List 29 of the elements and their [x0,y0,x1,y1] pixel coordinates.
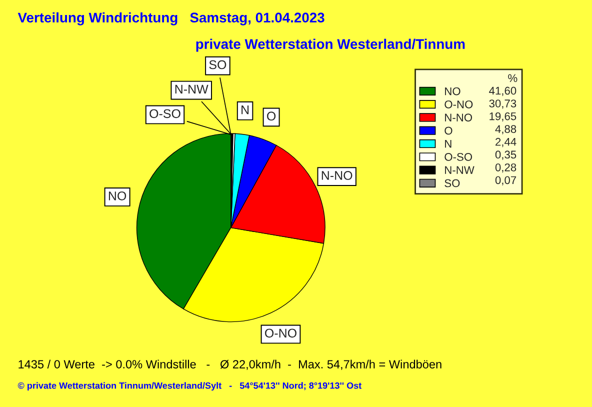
text: 1435 / 0 Werte -> 0.0% Windstille - Ø 22,0km/h - Max. 54,7km/h = Windböen [18,360,442,370]
data-label: 2,44 [496,138,516,148]
data-label: 41,60 [489,86,516,96]
legend-label: O-SO [444,153,472,161]
slice-label: N-NW [175,84,208,94]
text: © private Wetterstation Tinnum/Westerland/Sylt - 54°54'13'' Nord; 8°19'13'' Ost [18,382,362,391]
chart-title: Verteilung Windrichtung Samstag, 01.04.2023 [18,12,324,26]
data-label: 30,73 [489,100,516,109]
legend-label: SO [444,179,460,188]
slice-label: N [242,106,249,114]
chart-subtitle: private Wetterstation Westerland/Tinnum [196,38,465,52]
slice-label: O-SO [150,109,180,118]
legend-label: NO [445,87,460,96]
data-label: 19,65 [490,112,516,122]
legend-label: O-NO [444,100,473,108]
legend-label: O [444,126,452,135]
slice-label: O-NO [265,328,296,338]
data-label: 0,35 [495,150,516,160]
data-label: 0,28 [495,163,516,173]
slice-label: O [267,112,276,121]
slice-label: NO [108,191,126,200]
slice-label: SO [209,60,226,70]
legend-label: N [445,140,452,148]
legend-label: N-NO [445,114,472,122]
data-label: 4,88 [495,125,516,134]
data-label: 0,07 [495,176,516,186]
legend-title: % [508,74,518,82]
slice-label: N-NO [322,171,352,180]
legend-label: N-NW [445,166,474,174]
